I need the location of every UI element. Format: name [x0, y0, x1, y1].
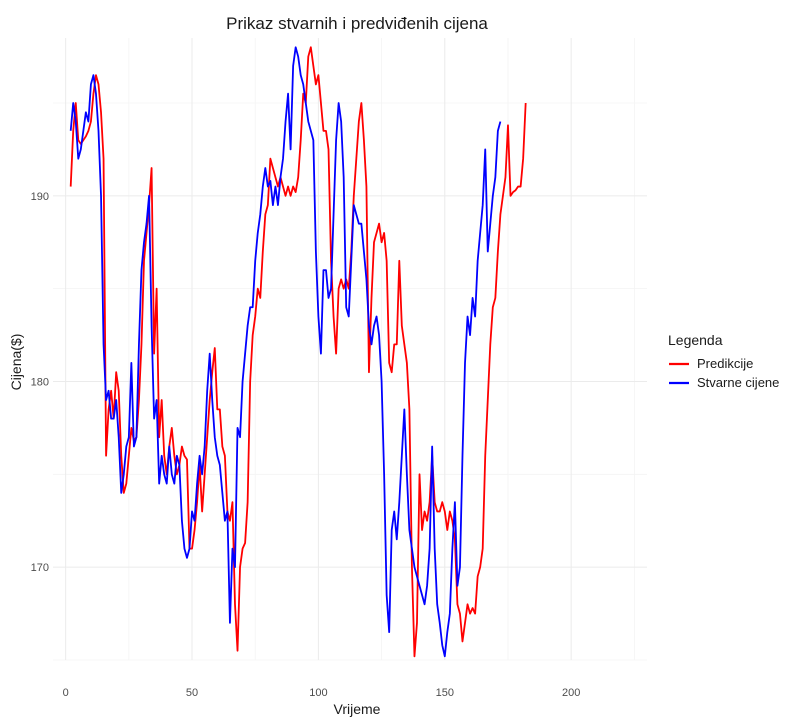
- x-tick-label: 200: [562, 687, 580, 699]
- x-tick-label: 0: [63, 687, 69, 699]
- legend-title: Legenda: [668, 332, 723, 348]
- y-tick-label: 170: [31, 562, 49, 574]
- x-axis-title: Vrijeme: [334, 701, 381, 717]
- chart-title: Prikaz stvarnih i predviđenih cijena: [226, 14, 488, 33]
- x-tick-label: 150: [436, 687, 454, 699]
- x-tick-label: 100: [309, 687, 327, 699]
- legend-label-predikcije: Predikcije: [697, 356, 753, 371]
- x-tick-label: 50: [186, 687, 198, 699]
- y-axis-title: Cijena($): [8, 334, 24, 391]
- y-tick-label: 180: [31, 376, 49, 388]
- legend-label-stvarne-cijene: Stvarne cijene: [697, 375, 779, 390]
- y-tick-label: 190: [31, 191, 49, 203]
